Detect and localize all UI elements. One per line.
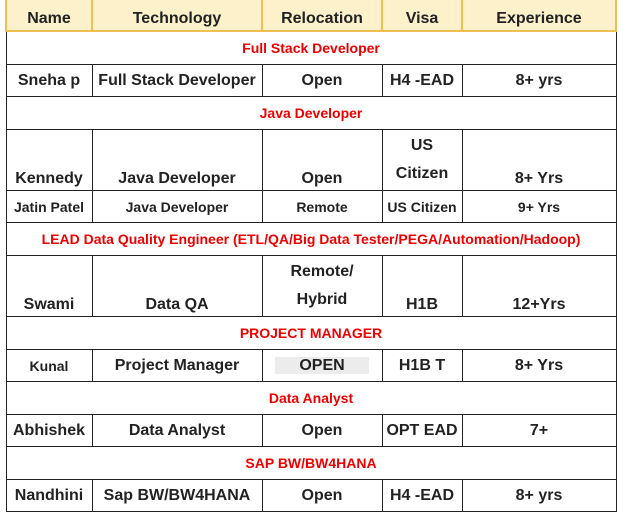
cell-relocation: Open	[261, 64, 383, 97]
cell-experience: 8+ Yrs	[461, 349, 617, 382]
visa-line-1: US	[410, 137, 434, 154]
cell-experience: 7+	[461, 414, 617, 447]
cell-name: Abhishek	[5, 414, 93, 447]
cell-experience: 8+ yrs	[461, 64, 617, 97]
section-title: Full Stack Developer	[5, 30, 617, 65]
cell-technology: Data QA	[91, 255, 263, 317]
header-technology: Technology	[91, 0, 263, 32]
cell-technology: Java Developer	[91, 129, 263, 191]
cell-visa: H1B	[381, 255, 463, 317]
section-title: SAP BW/BW4HANA	[5, 446, 617, 480]
section-title: Java Developer	[5, 96, 617, 130]
relocation-value: OPEN	[275, 356, 369, 374]
cell-relocation: Remote	[261, 190, 383, 223]
header-name: Name	[5, 0, 93, 32]
cell-technology: Data Analyst	[91, 414, 263, 447]
table-row: Jatin Patel Java Developer Remote US Cit…	[5, 190, 617, 223]
section-row: Full Stack Developer	[5, 30, 617, 65]
table-row: Sneha p Full Stack Developer Open H4 -EA…	[5, 64, 617, 97]
cell-technology: Project Manager	[91, 349, 263, 382]
cell-relocation: Open	[261, 414, 383, 447]
table-row: Nandhini Sap BW/BW4HANA Open H4 -EAD 8+ …	[5, 479, 617, 512]
cell-name: Kunal	[5, 349, 93, 382]
header-visa: Visa	[381, 0, 463, 32]
section-row: SAP BW/BW4HANA	[5, 446, 617, 480]
cell-relocation: Open	[261, 129, 383, 191]
cell-technology: Full Stack Developer	[91, 64, 263, 97]
cell-technology: Sap BW/BW4HANA	[91, 479, 263, 512]
cell-visa: US Citizen	[381, 190, 463, 223]
table-row: Abhishek Data Analyst Open OPT EAD 7+	[5, 414, 617, 447]
candidates-table: Name Technology Relocation Visa Experien…	[5, 0, 617, 512]
section-title: PROJECT MANAGER	[5, 316, 617, 350]
table-row: Swami Data QA Remote/Hybrid H1B 12+Yrs	[5, 255, 617, 317]
cell-relocation: OPEN	[261, 349, 383, 382]
cell-visa: H1B T	[381, 349, 463, 382]
cell-name: Kennedy	[5, 129, 93, 191]
section-row: Data Analyst	[5, 381, 617, 415]
section-row: Java Developer	[5, 96, 617, 130]
cell-experience: 12+Yrs	[461, 255, 617, 317]
cell-experience: 8+ Yrs	[461, 129, 617, 191]
cell-visa: H4 -EAD	[381, 64, 463, 97]
section-title: LEAD Data Quality Engineer (ETL/QA/Big D…	[5, 222, 617, 256]
header-row: Name Technology Relocation Visa Experien…	[5, 0, 617, 32]
cell-experience: 8+ yrs	[461, 479, 617, 512]
header-experience: Experience	[461, 0, 617, 32]
header-relocation: Relocation	[261, 0, 383, 32]
relocation-line-1: Remote/	[290, 263, 354, 280]
section-row: PROJECT MANAGER	[5, 316, 617, 350]
cell-relocation: Open	[261, 479, 383, 512]
cell-visa: H4 -EAD	[381, 479, 463, 512]
section-title: Data Analyst	[5, 381, 617, 415]
cell-experience: 9+ Yrs	[461, 190, 617, 223]
cell-name: Jatin Patel	[5, 190, 93, 223]
visa-line-2: Citizen	[395, 165, 449, 182]
cell-visa: US Citizen	[381, 129, 463, 191]
cell-relocation: Remote/Hybrid	[261, 255, 383, 317]
table-row: Kennedy Java Developer Open US Citizen 8+…	[5, 129, 617, 191]
cell-name: Nandhini	[5, 479, 93, 512]
relocation-line-2: Hybrid	[296, 291, 348, 308]
cell-name: Sneha p	[5, 64, 93, 97]
cell-name: Swami	[5, 255, 93, 317]
cell-visa: OPT EAD	[381, 414, 463, 447]
cell-technology: Java Developer	[91, 190, 263, 223]
table-row: Kunal Project Manager OPEN H1B T 8+ Yrs	[5, 349, 617, 382]
section-row: LEAD Data Quality Engineer (ETL/QA/Big D…	[5, 222, 617, 256]
